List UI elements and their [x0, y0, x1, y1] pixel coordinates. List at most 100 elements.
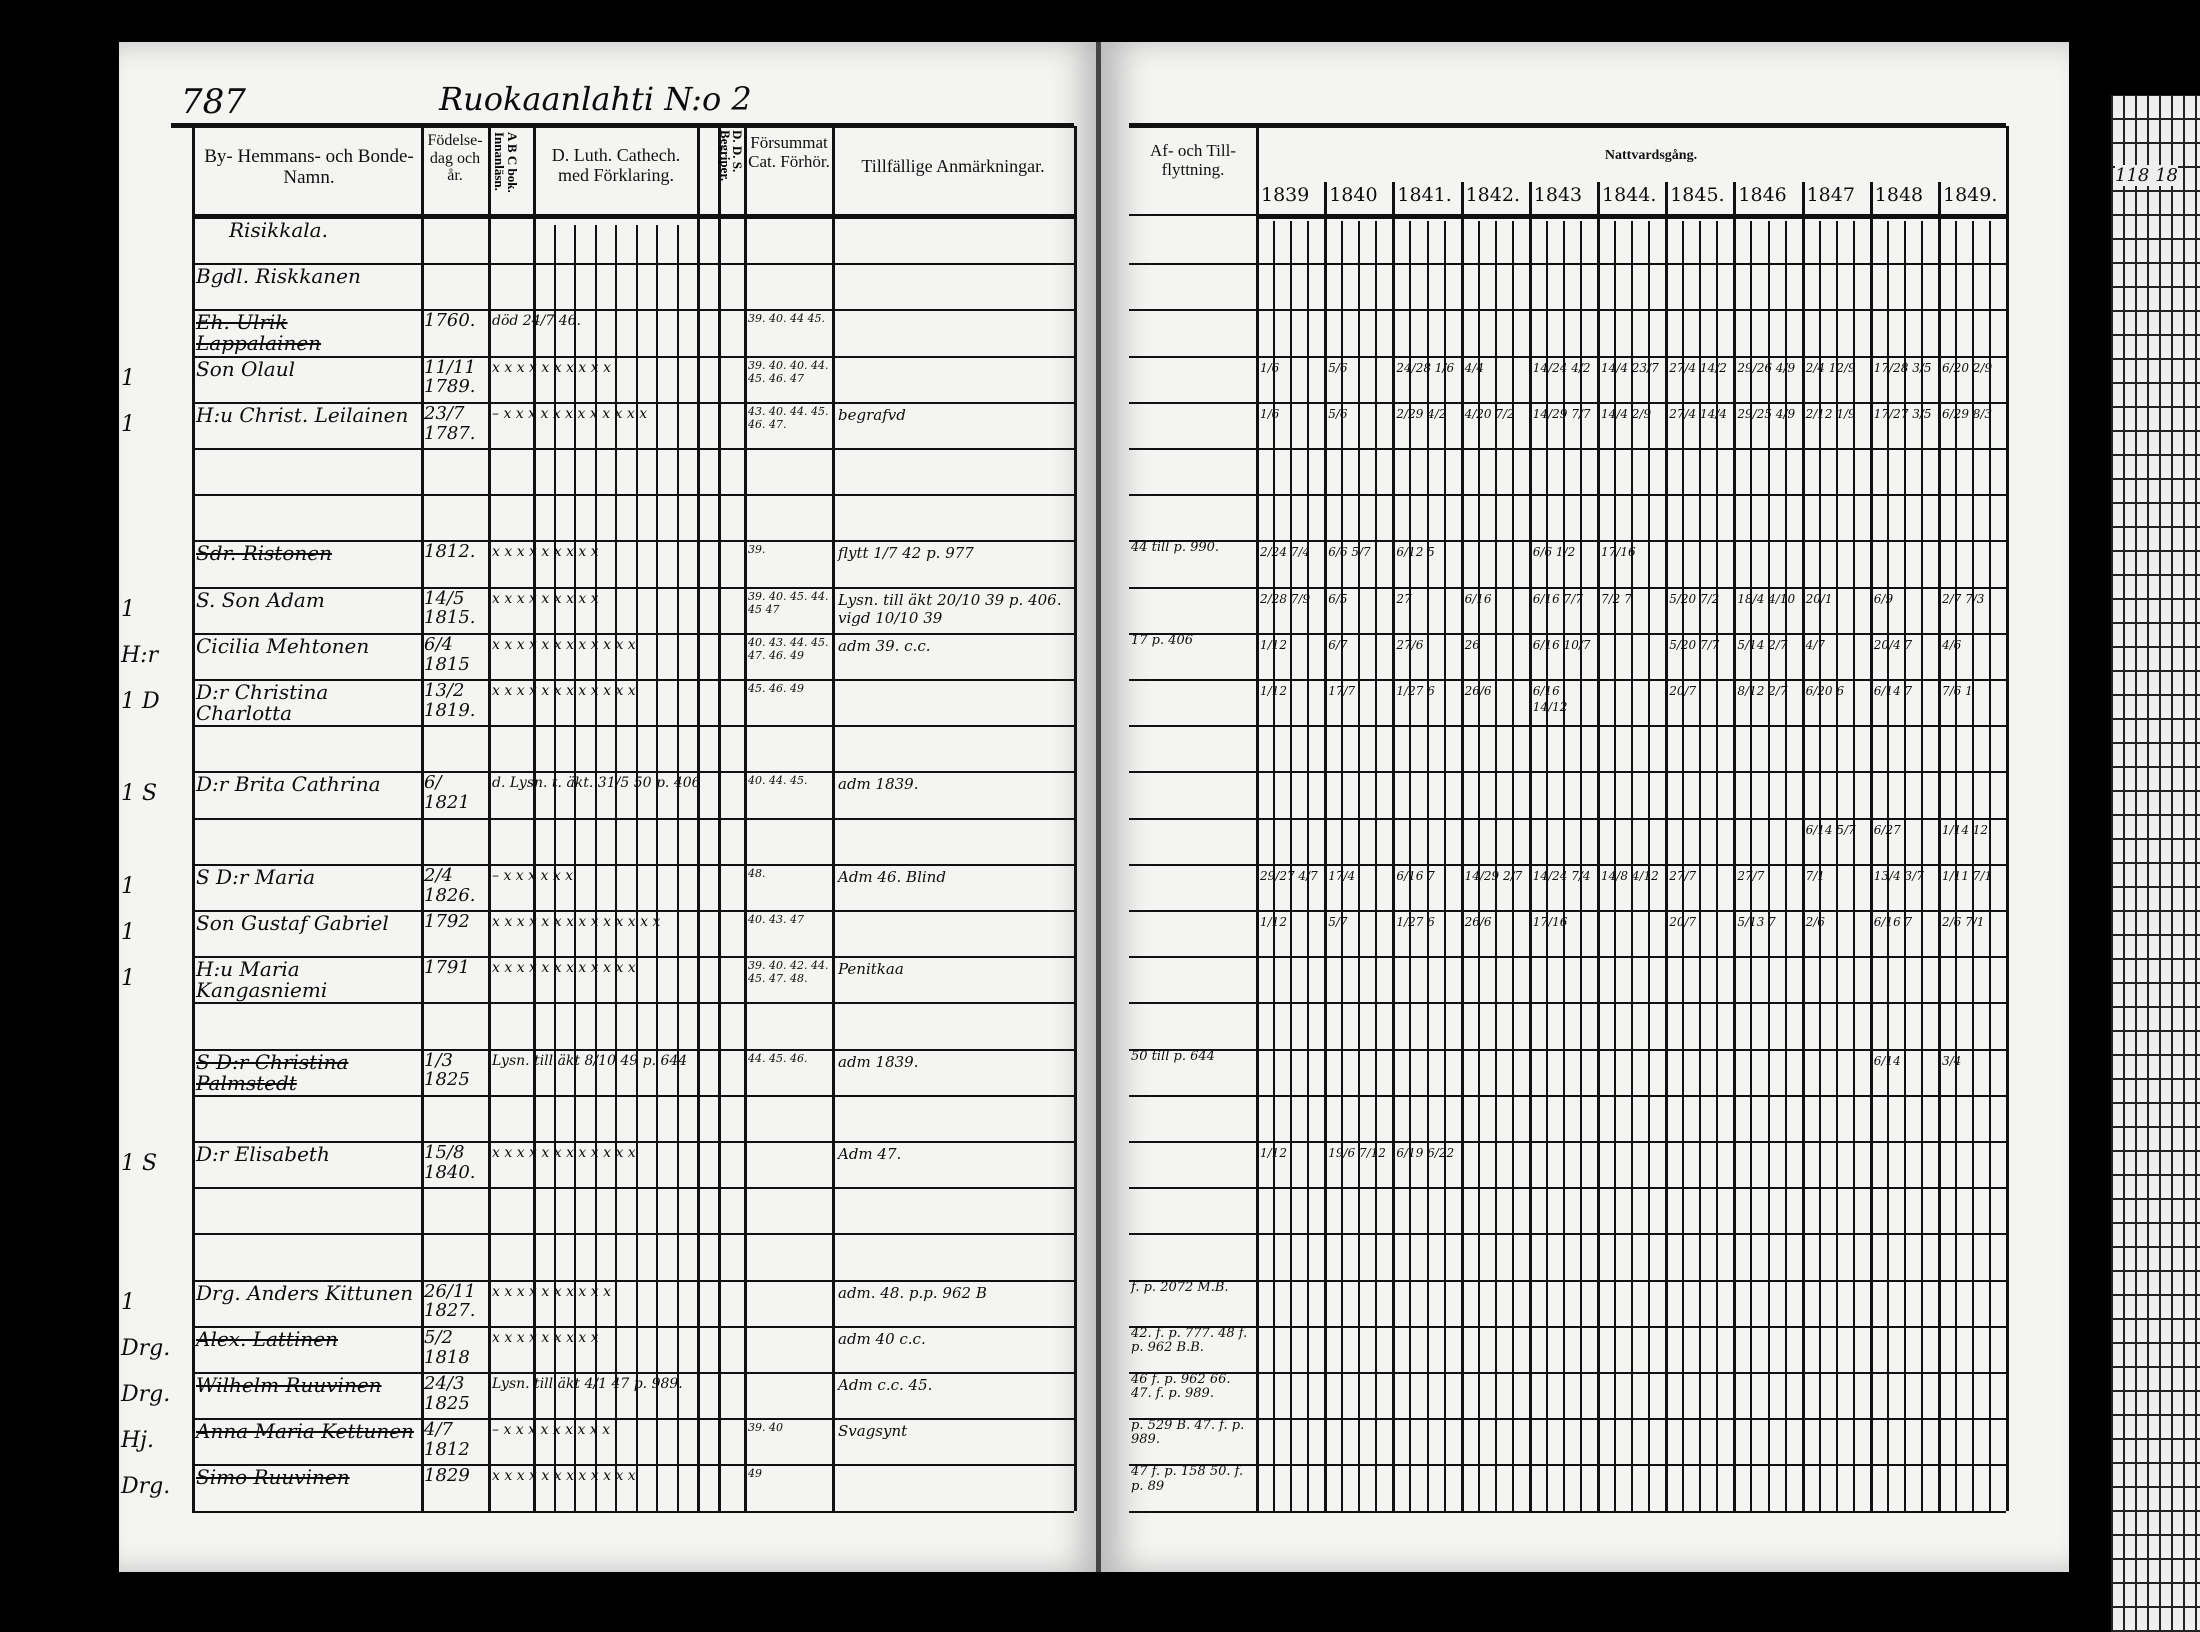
row-rule — [192, 1279, 1074, 1282]
row-rule — [192, 401, 1074, 404]
entry-catechism-marks: d. Lysn. t. äkt. 31/5 50 p. 406 — [492, 775, 701, 792]
subcolumn-rule — [1784, 221, 1787, 1511]
subcolumn-rule — [656, 225, 658, 1511]
year-header: 1844. — [1602, 184, 1657, 206]
row-rule — [192, 1372, 1074, 1374]
entry-missed-hearings: 40. 44. 45. — [748, 774, 808, 788]
margin-mark: H:r — [121, 642, 159, 668]
row-rule — [1129, 679, 2007, 681]
communion-date: 14/24 4/2 — [1532, 360, 1591, 375]
entry-birth-date: 24/3 1825 — [424, 1373, 470, 1414]
subcolumn-rule — [1818, 221, 1821, 1511]
margin-mark: Drg. — [121, 1382, 171, 1407]
entry-name: Anna Maria Kettunen — [196, 1419, 414, 1444]
communion-date: 27/6 — [1396, 637, 1424, 652]
header-top-rule — [1129, 123, 2007, 128]
entry-name: Risikkala. — [229, 218, 328, 242]
year-header: 1839 — [1261, 184, 1310, 206]
communion-date: 7/2 7 — [1601, 591, 1632, 606]
year-column-rule — [1597, 182, 1600, 1511]
entry-catechism-marks: Lysn. till äkt 8/10 49 p. 644 — [492, 1052, 688, 1069]
column-header-luth: D. Luth. Cathech. med Förklaring. — [551, 145, 681, 185]
entry-missed-hearings: 39. 40. 44 45. — [748, 312, 825, 326]
year-column-rule — [1665, 182, 1669, 1511]
communion-date: 14/4 23/7 — [1601, 360, 1659, 375]
communion-date: 6/16 7 — [1396, 868, 1435, 883]
column-header-dds: D. D. S. Begriper. — [718, 130, 745, 182]
communion-date: 29/26 4/9 — [1737, 360, 1796, 375]
subcolumn-rule — [1358, 221, 1361, 1511]
entry-birth-date: 15/8 1840. — [424, 1142, 476, 1183]
entry-catechism-marks: – x x x x x x x x x — [492, 1422, 611, 1439]
communion-date: 2/6 7/1 — [1942, 915, 1985, 929]
communion-date: 6/20 2/9 — [1942, 360, 1993, 375]
communion-date: 1/6 — [1260, 406, 1280, 421]
row-rule — [192, 263, 1074, 266]
subcolumn-rule — [1562, 221, 1565, 1511]
row-rule — [192, 1418, 1074, 1421]
communion-date: 1/27 6 — [1396, 915, 1435, 929]
row-rule — [1129, 725, 2007, 728]
entry-birth-date: 5/2 1818 — [424, 1326, 470, 1368]
communion-date: 2/28 7/9 — [1260, 591, 1311, 606]
row-rule — [1129, 1094, 2007, 1097]
communion-date: 2/7 7/3 — [1942, 591, 1985, 606]
entry-name: Son Olaul — [196, 356, 295, 381]
entry-remark: adm 40 c.c. — [838, 1329, 926, 1348]
entry-catechism-marks: x x x x x x x x x — [492, 590, 599, 607]
year-column-rule — [1801, 182, 1805, 1511]
subcolumn-rule — [1409, 221, 1412, 1511]
communion-date: 4/6 — [1942, 637, 1962, 652]
communion-date: 6/5 — [1328, 591, 1348, 606]
communion-date: 27/7 — [1737, 868, 1765, 883]
entry-birth-date: 2/4 1826. — [424, 864, 476, 906]
row-rule — [1129, 817, 2007, 820]
year-column-rule — [1460, 182, 1464, 1511]
entry-name: Simo Ruuvinen — [196, 1465, 350, 1490]
entry-catechism-marks: x x x x x x x x x x x x — [492, 960, 636, 977]
communion-date: 2/6 — [1805, 915, 1825, 929]
entry-catechism-marks: x x x x x x x x x x x x — [492, 636, 636, 653]
communion-date: 6/14 7 — [1873, 684, 1913, 698]
subcolumn-rule — [1955, 221, 1958, 1511]
entry-birth-date: 23/7 1787. — [424, 402, 476, 444]
entry-remark: Adm c.c. 45. — [838, 1376, 933, 1394]
row-rule — [192, 1141, 1074, 1143]
column-rule — [1074, 126, 1077, 1511]
communion-date: 14/24 7/4 — [1532, 868, 1591, 883]
row-rule — [1129, 1372, 2007, 1374]
move-note: 50 till p. 644 — [1131, 1048, 1215, 1064]
entry-birth-date: 1/3 1825 — [424, 1049, 470, 1091]
year-header: 1842. — [1465, 184, 1520, 206]
communion-date: 27/4 14/4 — [1669, 406, 1727, 421]
communion-date: 20/4 7 — [1873, 637, 1913, 652]
header-top-rule — [171, 123, 1074, 128]
page-number: 787 — [181, 82, 246, 122]
row-rule — [192, 1048, 1074, 1051]
row-rule — [192, 1464, 1074, 1467]
entry-catechism-marks: x x x x x x x x x x — [492, 359, 612, 376]
entry-remark: adm 39. c.c. — [838, 636, 931, 655]
column-rule — [2006, 126, 2010, 1511]
subcolumn-rule — [1750, 221, 1753, 1511]
communion-date: 1/27 6 — [1396, 684, 1435, 698]
subcolumn-rule — [1699, 221, 1702, 1511]
communion-date: 6/27 — [1873, 822, 1901, 837]
subcolumn-rule — [574, 225, 576, 1511]
year-header: 1846 — [1738, 184, 1787, 206]
entry-remark: flytt 1/7 42 p. 977 — [838, 544, 974, 563]
entry-name: Eh. Ulrik Lappalainen — [196, 310, 322, 356]
entry-birth-date: 1791 — [424, 957, 470, 979]
entry-birth-date: 11/11 1789. — [424, 356, 476, 398]
next-page-strip: 118 18 — [2111, 95, 2200, 1632]
year-column-rule — [1869, 182, 1873, 1511]
entry-name: S D:r Maria — [196, 864, 316, 889]
move-note: f. p. 2072 M.B. — [1131, 1279, 1229, 1295]
entry-name: H:u Maria Kangasniemi — [196, 957, 328, 1003]
row-rule — [1129, 448, 2007, 450]
row-rule — [192, 1002, 1074, 1005]
entry-catechism-marks: x x x x x x x x x — [492, 1329, 599, 1346]
communion-date: 5/20 7/7 — [1669, 637, 1720, 652]
margin-mark: 1 — [121, 920, 135, 945]
subcolumn-rule — [1511, 221, 1514, 1511]
